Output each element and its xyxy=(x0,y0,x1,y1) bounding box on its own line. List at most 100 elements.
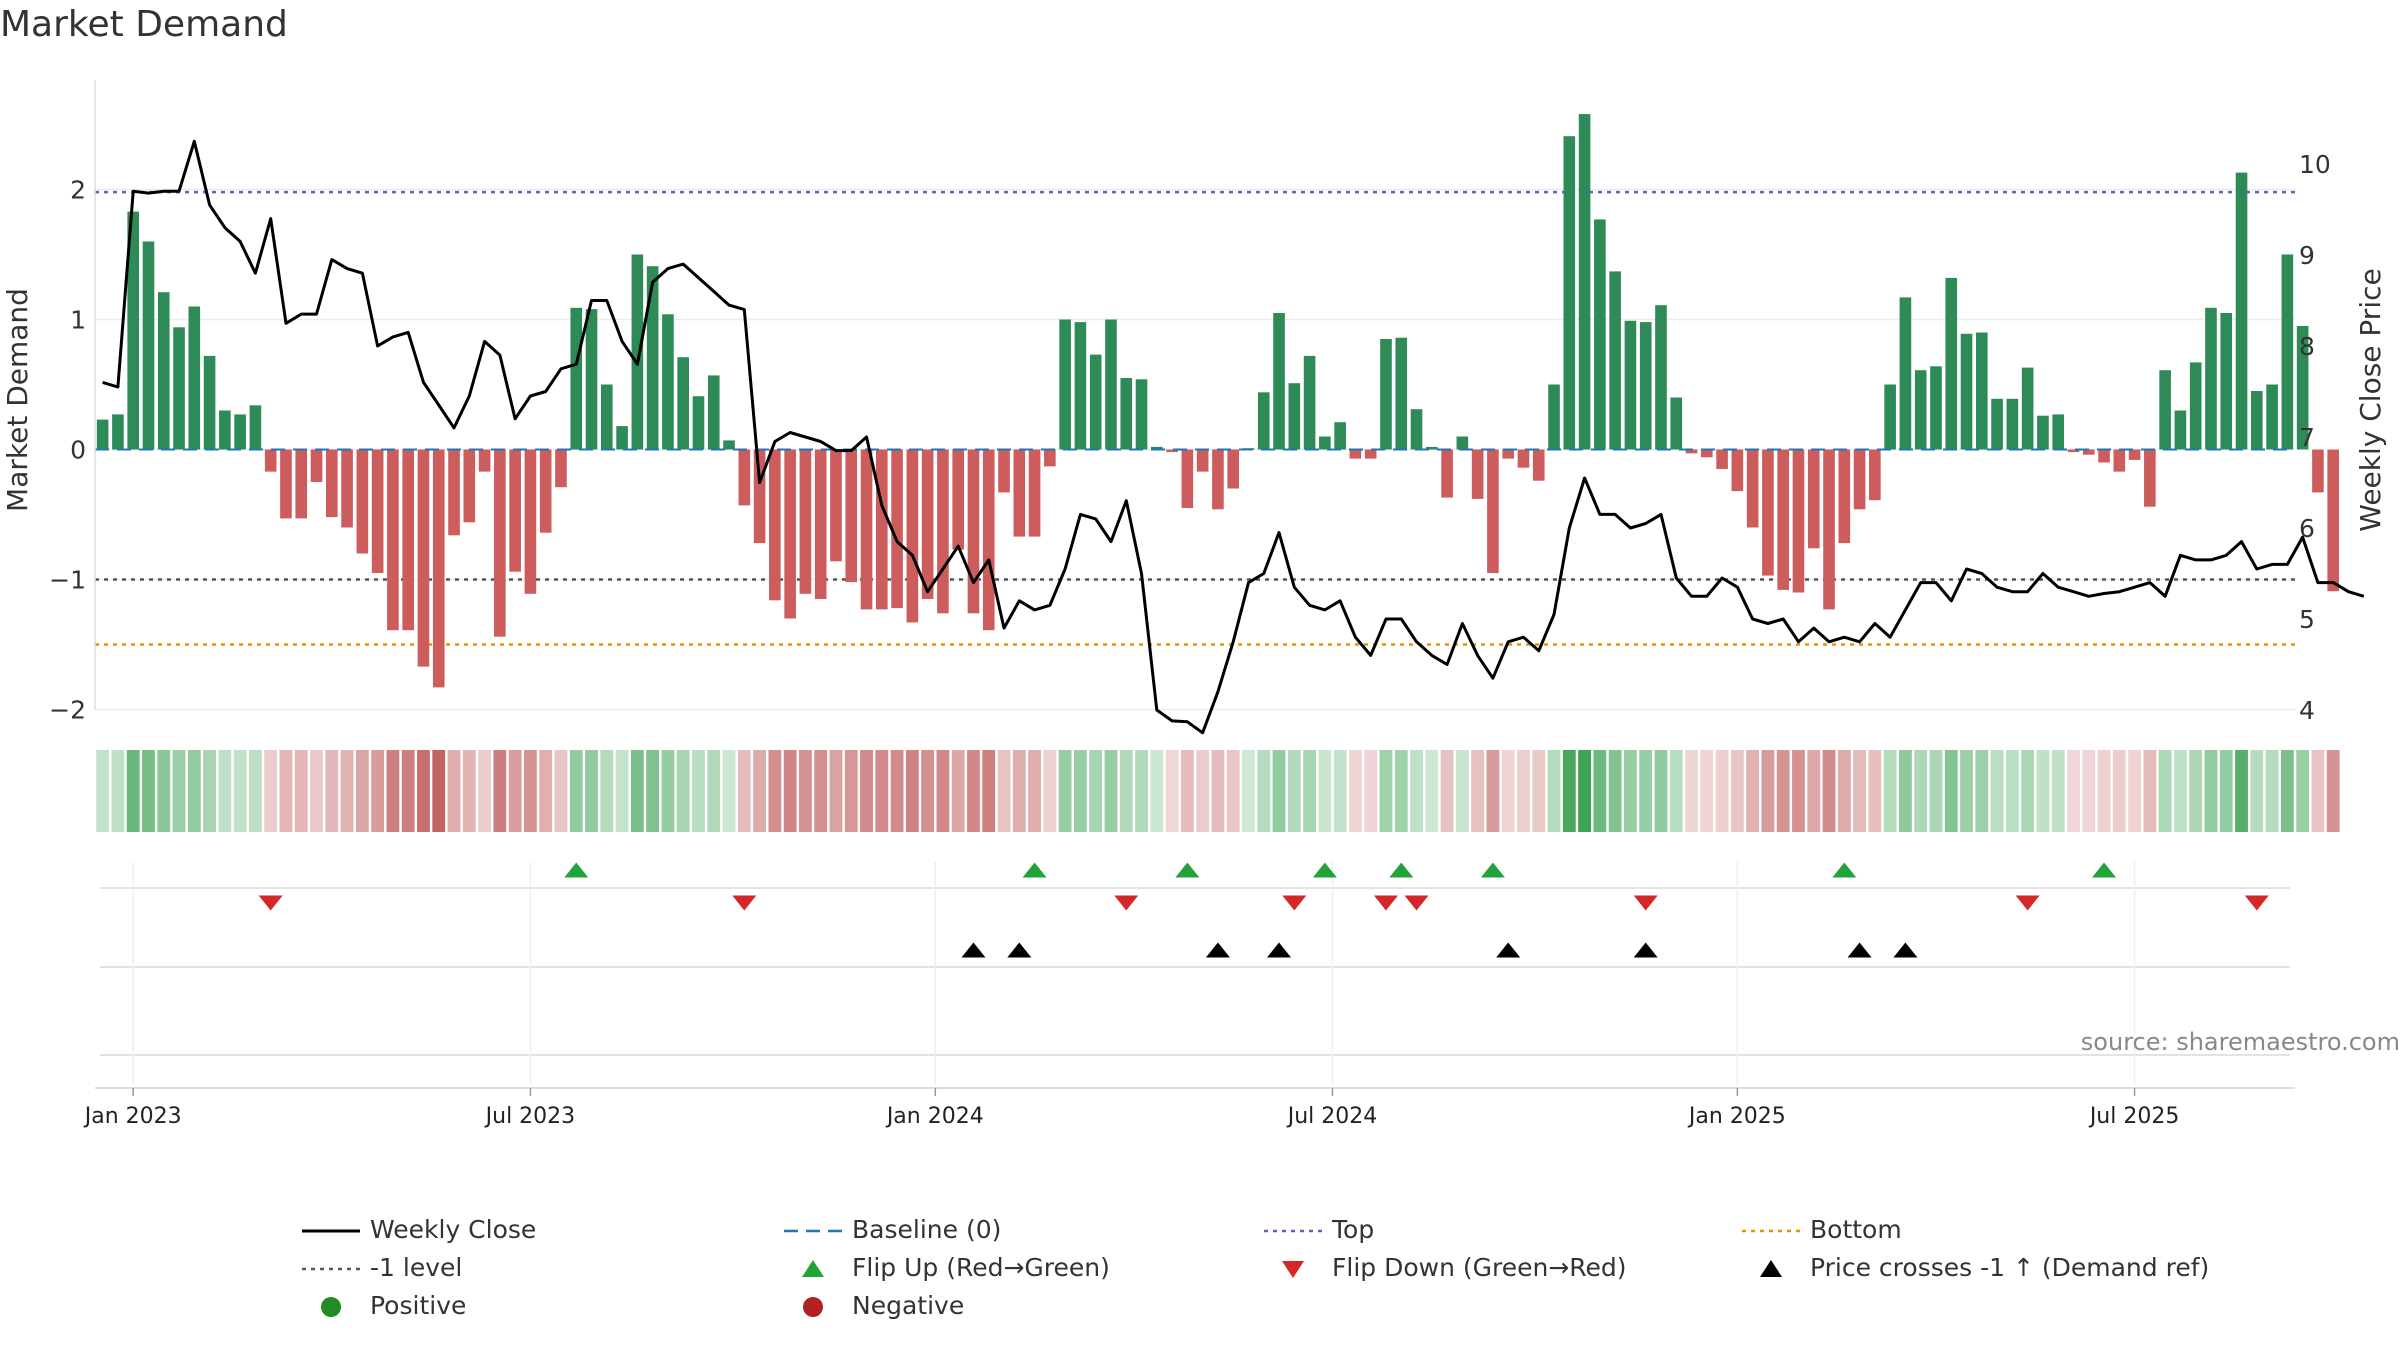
demand-bar xyxy=(1471,449,1484,499)
demand-bar xyxy=(494,449,506,637)
demand-bar xyxy=(1502,449,1514,459)
heat-cell xyxy=(1074,750,1087,832)
legend-label: Price crosses -1 ↑ (Demand ref) xyxy=(1810,1253,2210,1282)
flip-down-marker xyxy=(258,895,283,911)
demand-bar xyxy=(2159,370,2171,450)
heat-cell xyxy=(524,750,537,832)
demand-bar xyxy=(1196,449,1209,472)
heat-cell xyxy=(1196,750,1210,832)
demand-bar xyxy=(2037,415,2049,450)
demand-bar xyxy=(1960,333,1973,450)
demand-bar xyxy=(524,449,537,594)
heat-cell xyxy=(2174,750,2187,832)
demand-bar xyxy=(738,449,751,506)
heat-cell xyxy=(1837,750,1851,832)
price-cross-marker xyxy=(961,942,986,958)
demand-bar xyxy=(96,419,109,450)
legend-triangle xyxy=(802,1260,824,1277)
x-tick-label: Jan 2023 xyxy=(83,1104,182,1129)
demand-bar xyxy=(1120,378,1133,450)
heat-cell xyxy=(1975,750,1989,832)
demand-bar xyxy=(1792,449,1805,593)
demand-bar xyxy=(2266,384,2278,450)
demand-bar xyxy=(2205,307,2217,450)
heat-cell xyxy=(1746,750,1760,832)
heat-cell xyxy=(829,750,843,832)
demand-bar xyxy=(2189,362,2202,450)
y-axis-label-left: Market Demand xyxy=(1,288,34,512)
heat-cell xyxy=(2265,750,2279,832)
demand-bar xyxy=(876,449,888,610)
reference-lines xyxy=(95,190,2295,646)
demand-bar xyxy=(1639,322,1652,450)
heat-cell xyxy=(111,750,125,832)
heat-cell xyxy=(142,750,155,832)
demand-bar xyxy=(448,449,460,536)
flip-up-marker xyxy=(1175,862,1200,878)
heat-cell xyxy=(233,750,247,832)
demand-bar xyxy=(157,292,170,450)
heat-cell xyxy=(2189,750,2203,832)
y-axis-label-right: Weekly Close Price xyxy=(2354,268,2387,531)
demand-bar xyxy=(2235,172,2248,450)
demand-bar xyxy=(769,449,781,601)
demand-bar xyxy=(1670,397,1683,450)
y-tick-label-left: −2 xyxy=(49,696,86,725)
demand-bar xyxy=(2312,449,2324,493)
heat-cell xyxy=(692,750,705,832)
legend-symbol-neg_one xyxy=(302,1267,360,1271)
legend-label: Flip Up (Red→Green) xyxy=(852,1253,1110,1282)
demand-bar xyxy=(1028,449,1041,537)
demand-bar xyxy=(1380,339,1392,450)
demand-bar xyxy=(784,449,796,619)
heat-cell xyxy=(1349,750,1362,832)
demand-bar xyxy=(1364,449,1377,459)
demand-bar xyxy=(1441,449,1453,498)
heat-cell xyxy=(157,750,171,832)
heat-cell xyxy=(890,750,904,832)
heat-cell xyxy=(2250,750,2264,832)
heat-cell xyxy=(967,750,980,832)
heat-cell xyxy=(722,750,736,832)
demand-bar xyxy=(387,449,399,631)
heat-cell xyxy=(1990,750,2004,832)
legend-symbol-baseline xyxy=(784,1229,842,1233)
heat-cell xyxy=(1624,750,1637,832)
demand-bar xyxy=(463,449,476,523)
flip-down-marker xyxy=(732,895,757,911)
heat-cell xyxy=(1089,750,1103,832)
demand-bar xyxy=(1273,313,1285,450)
demand-bar xyxy=(799,449,812,594)
legend-dot xyxy=(321,1297,341,1317)
heat-cell xyxy=(2128,750,2141,832)
demand-bar xyxy=(539,449,552,533)
demand-bar xyxy=(127,211,139,450)
heat-cell xyxy=(905,750,919,832)
heat-cell xyxy=(1180,750,1194,832)
heat-cell xyxy=(1822,750,1836,832)
heat-cell xyxy=(600,750,614,832)
demand-bar xyxy=(1884,384,1896,450)
demand-bar xyxy=(1914,370,1927,450)
price-line xyxy=(102,139,2365,735)
demand-bar xyxy=(2067,449,2080,453)
demand-bar xyxy=(1746,449,1759,528)
heat-cell xyxy=(355,750,369,832)
price-cross-marker xyxy=(1205,942,1230,958)
heat-cell xyxy=(279,750,293,832)
demand-bar xyxy=(1303,355,1316,450)
heat-cell xyxy=(814,750,828,832)
flip-down-marker xyxy=(1282,895,1307,911)
demand-bar xyxy=(830,449,842,562)
demand-bar xyxy=(341,449,353,528)
demand-bar xyxy=(417,449,430,667)
demand-bar xyxy=(1563,136,1576,450)
y-tick-label-right: 5 xyxy=(2299,605,2315,634)
demand-bar xyxy=(2098,449,2110,463)
heat-cell xyxy=(2051,750,2065,832)
flip-down-marker xyxy=(2244,895,2269,911)
demand-bar xyxy=(1807,449,1820,549)
legend-dot xyxy=(803,1297,823,1317)
heat-cell xyxy=(478,750,491,832)
demand-bar xyxy=(1685,449,1698,454)
